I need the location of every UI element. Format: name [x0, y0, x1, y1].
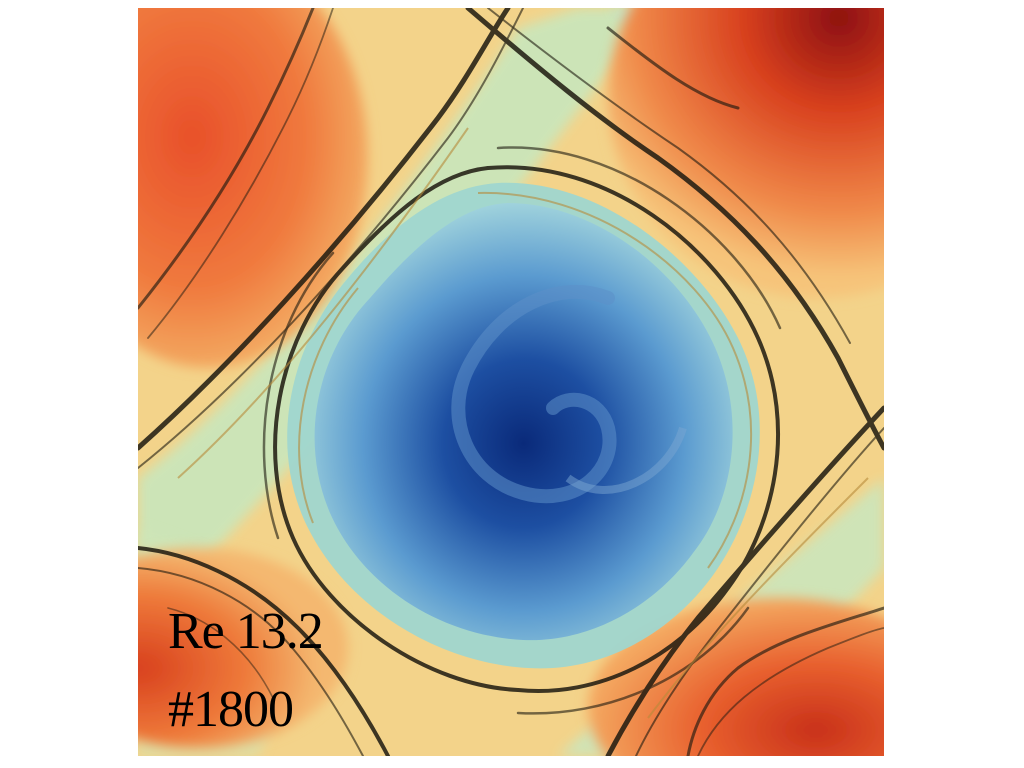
reynolds-number-label: Re 13.2 — [168, 603, 324, 660]
vorticity-field-image: Re 13.2 #1800 — [138, 8, 884, 756]
frame-number-label: #1800 — [168, 681, 294, 738]
vortex-visualization — [138, 8, 884, 756]
